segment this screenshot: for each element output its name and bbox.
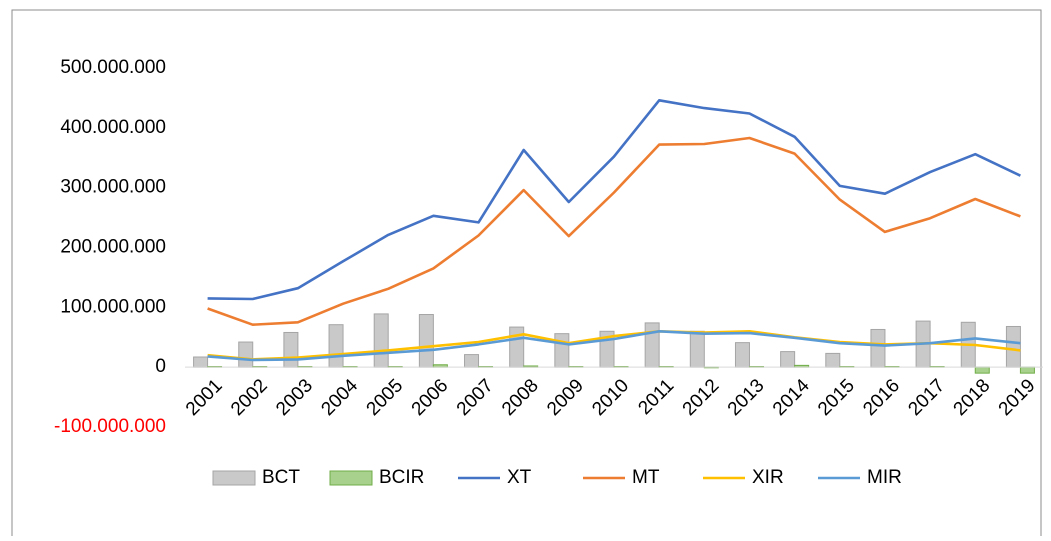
legend-label: XT: [507, 467, 532, 488]
bar: [870, 328, 886, 368]
legend-label: BCT: [262, 467, 300, 488]
bar: [464, 354, 480, 368]
legend-label: XIR: [752, 467, 784, 488]
line-series: [207, 99, 1021, 301]
bar: [328, 324, 344, 368]
bar: [734, 342, 750, 368]
y-tick-label: 0: [155, 356, 166, 377]
y-tick-label: 300.000.000: [60, 177, 166, 198]
legend-swatch: [329, 470, 373, 486]
y-tick-label: 500.000.000: [60, 57, 166, 78]
bar: [1019, 366, 1035, 374]
bar: [644, 322, 660, 368]
chart-frame: [11, 9, 1042, 541]
bar: [780, 351, 796, 368]
bar: [1005, 325, 1021, 368]
y-tick-label: -100.000.000: [54, 416, 166, 437]
bar: [825, 352, 841, 368]
bar: [193, 356, 209, 368]
legend-label: MT: [632, 467, 660, 488]
legend-label: BCIR: [379, 467, 424, 488]
y-tick-label: 400.000.000: [60, 117, 166, 138]
line-series: [207, 330, 1021, 362]
bar: [689, 330, 705, 368]
bar: [509, 326, 525, 368]
legend-swatch: [212, 470, 256, 486]
y-tick-label: 100.000.000: [60, 296, 166, 317]
bar: [238, 341, 254, 368]
legend-label: MIR: [867, 467, 902, 488]
bar: [974, 366, 990, 374]
bar: [418, 314, 434, 368]
bar: [283, 331, 299, 368]
bar: [373, 313, 389, 368]
y-tick-label: 200.000.000: [60, 237, 166, 258]
bar: [554, 333, 570, 368]
line-series: [207, 136, 1021, 326]
